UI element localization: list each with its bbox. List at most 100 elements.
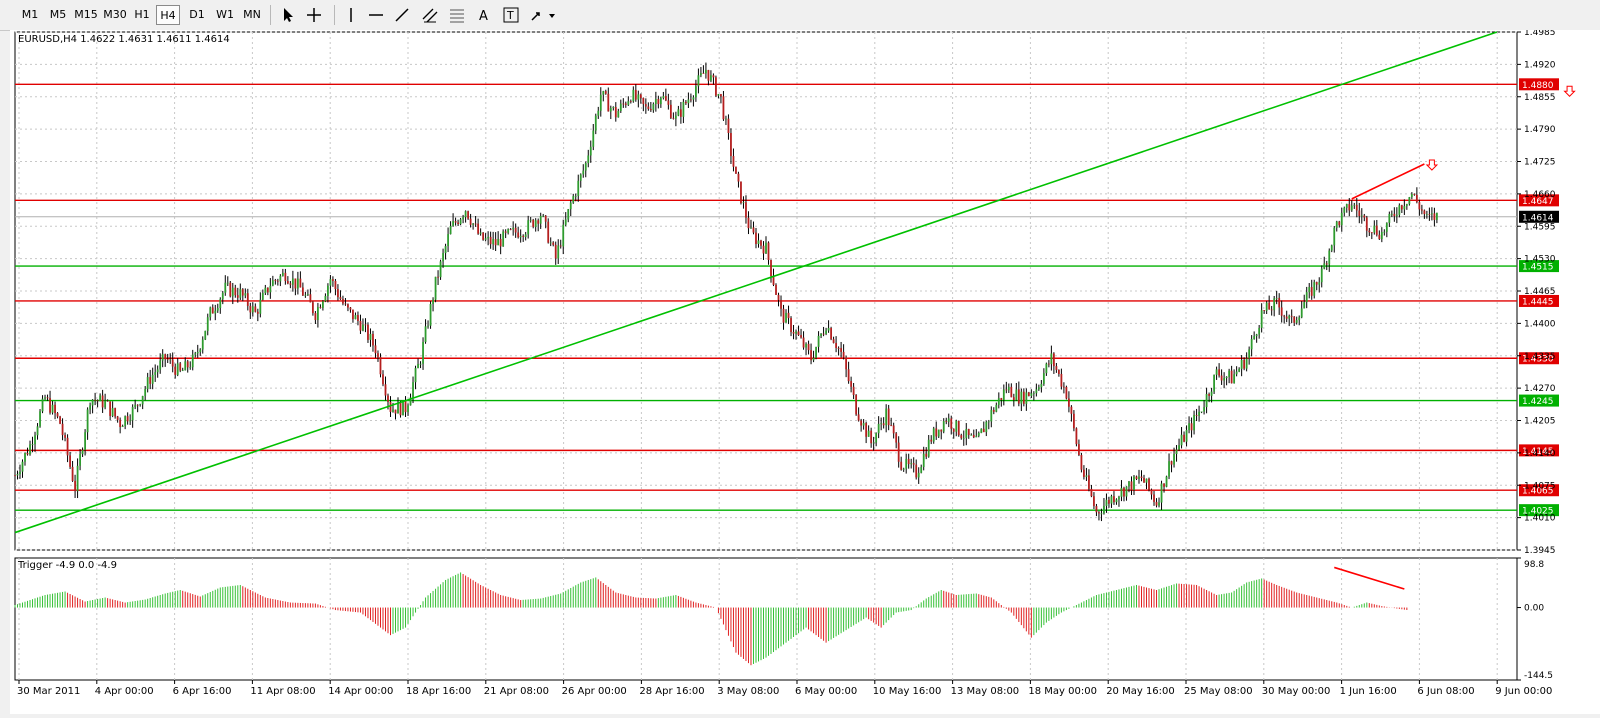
candle-body [322,301,324,308]
time-axis-label: 10 May 16:00 [873,686,942,697]
candle-body [995,404,998,412]
candle-body [887,408,890,426]
horizontal-line-tool-icon[interactable] [365,5,387,25]
channel-tool-icon[interactable] [419,5,441,25]
vertical-line-tool-icon[interactable] [340,5,362,25]
candle-body [639,94,642,99]
arrows-tool-dropdown-icon[interactable] [527,5,559,25]
candle-body [1420,209,1423,211]
candle-body [1093,496,1095,507]
candle-body [609,107,612,112]
candle-body [1355,204,1358,211]
sell-arrow-icon[interactable] [1425,159,1439,171]
candle-body [1293,316,1296,323]
candle-body [632,89,635,102]
timeframe-button-h4[interactable]: H4 [156,5,180,25]
candle-body [1183,434,1185,442]
candle-body [427,325,429,327]
candle-body [1135,476,1138,479]
trendline[interactable] [14,31,1498,534]
candle-body [594,115,597,131]
timeframe-button-m15[interactable]: M15 [74,8,98,21]
candle-body [862,423,865,426]
candle-body [582,170,585,175]
candle-body [384,384,387,396]
candle-body [1140,476,1143,478]
candle-body [1370,232,1373,234]
candle-body [877,423,880,434]
sell-arrow-icon[interactable] [1563,85,1576,97]
candle-body [1345,204,1348,208]
candle-body [216,308,219,311]
candle-body [742,202,745,204]
candle-body [1203,407,1205,412]
candle-body [479,232,482,234]
candle-body [1233,374,1236,384]
timeframe-button-mn[interactable]: MN [243,8,261,21]
candle-body [291,278,294,285]
candle-body [980,428,983,433]
candle-body [727,118,730,133]
candle-body [492,239,495,245]
candle-body [81,450,84,455]
candle-body [780,299,782,309]
timeframe-button-m1[interactable]: M1 [21,8,39,21]
candle-body [437,276,439,278]
candle-body [915,464,918,478]
candle-body [89,405,91,410]
candle-body [231,287,234,297]
candle-body [579,174,582,181]
timeframe-button-w1[interactable]: W1 [216,8,234,21]
candle-body [900,461,903,470]
candle-body [867,430,870,437]
candle-body [502,231,505,247]
time-axis-label: 28 Apr 16:00 [639,686,704,697]
candle-body [201,339,204,350]
candle-body [1108,499,1110,504]
time-axis-label: 4 Apr 00:00 [95,686,154,697]
candle-body [750,227,752,229]
candle-body [442,253,444,262]
candle-body [319,307,322,308]
candle-body [549,242,552,244]
fibonacci-tool-icon[interactable] [446,5,468,25]
candle-body [1030,393,1033,396]
chart-window[interactable]: 1.4880 1.4647 1.4515 1.4445 1.4330 1.4245 1.41… [10,28,1600,714]
candle-body [236,295,239,298]
price-axis-label: 1.4205 [1524,417,1556,427]
timeframe-button-m5[interactable]: M5 [49,8,67,21]
indicator-trendline[interactable] [1334,566,1405,590]
time-axis-label: 21 Apr 08:00 [484,686,549,697]
candle-body [702,73,705,74]
price-axis-label: 1.4855 [1524,93,1556,103]
text-label-tool-icon[interactable]: T [500,5,522,25]
timeframe-button-h1[interactable]: H1 [134,8,150,21]
candle-body [189,367,192,369]
timeframe-button-d1[interactable]: D1 [189,8,205,21]
trendline-tool-icon[interactable] [391,5,413,25]
candle-body [221,292,224,300]
candle-body [432,299,434,304]
timeframe-button-m30[interactable]: M30 [103,8,127,21]
candle-body [1353,204,1356,206]
price-axis-label: 1.4920 [1524,60,1556,70]
candle-body [1308,287,1311,293]
candle-body [1057,369,1060,374]
candle-body [807,343,810,351]
candle-body [1385,222,1388,232]
candle-body [359,320,362,331]
trendline[interactable] [1351,163,1425,200]
candle-body [820,333,822,336]
cursor-tool-icon[interactable] [277,5,299,25]
price-axis-label: 1.4725 [1524,158,1556,168]
candle-body [669,104,672,118]
candle-body [164,354,167,360]
candle-body [1145,478,1148,483]
crosshair-tool-icon[interactable] [303,5,325,25]
candle-body [1240,360,1243,369]
candle-body [795,331,797,334]
price-chart[interactable]: 1.4880 1.4647 1.4515 1.4445 1.4330 1.4245 1.41… [10,28,1600,714]
text-tool-icon[interactable]: A [473,5,495,25]
candle-body [412,382,414,398]
candle-body [347,304,349,308]
